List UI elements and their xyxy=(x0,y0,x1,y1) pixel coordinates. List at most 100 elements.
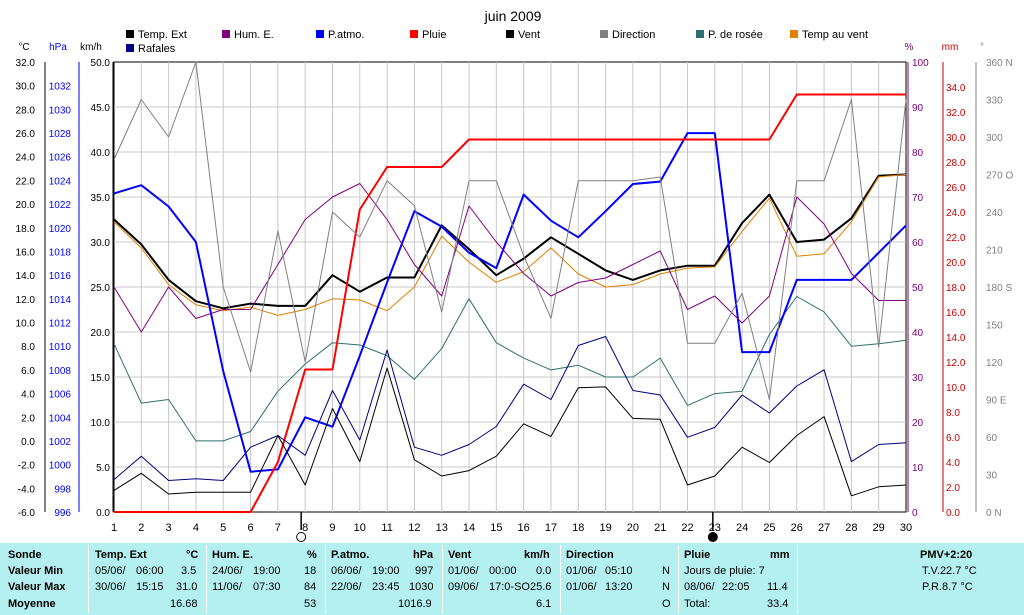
wind-tick-label: 10.0 xyxy=(91,418,111,429)
rain-tick-label: 16.0 xyxy=(946,308,966,319)
x-tick-label: 22 xyxy=(681,522,693,534)
pressure-tick-label: 1032 xyxy=(49,82,72,93)
dir-min-time: 05:10 xyxy=(605,565,633,577)
x-tick-label: 23 xyxy=(709,522,721,534)
wind-unit: km/h xyxy=(524,549,550,561)
x-tick-label: 28 xyxy=(845,522,857,534)
x-tick-label: 5 xyxy=(220,522,226,534)
direction-tick-label: 150 xyxy=(986,321,1003,332)
wind-tick-label: 50.0 xyxy=(91,58,111,69)
dir-min: N xyxy=(662,565,670,577)
temp-tick-label: -6.0 xyxy=(18,508,36,519)
dir-max: N xyxy=(662,581,670,593)
temp-tick-label: 0.0 xyxy=(21,437,35,448)
col-divider xyxy=(206,545,207,613)
x-tick-label: 30 xyxy=(900,522,912,534)
row-label-avg: Moyenne xyxy=(8,598,56,610)
wind-tick-label: 15.0 xyxy=(91,373,111,384)
humidity-tick-label: 90 xyxy=(912,103,924,114)
x-tick-label: 7 xyxy=(275,522,281,534)
press-min-time: 19:00 xyxy=(372,565,400,577)
x-tick-label: 13 xyxy=(436,522,448,534)
legend-label: Temp au vent xyxy=(802,29,868,41)
rain-max: 11.4 xyxy=(767,581,788,593)
temp-tick-label: 28.0 xyxy=(16,105,36,116)
legend-swatch xyxy=(126,44,134,52)
stats-table: Sonde Valeur Min Valeur Max Moyenne Temp… xyxy=(0,543,1024,615)
rain-title: Pluie xyxy=(684,549,711,561)
temp-avg: 16.68 xyxy=(170,598,198,610)
row-label-sonde: Sonde xyxy=(8,549,42,561)
direction-tick-label: 360 N xyxy=(986,58,1013,69)
pressure-tick-label: 998 xyxy=(54,484,71,495)
legend-swatch xyxy=(790,30,798,38)
press-title: P.atmo. xyxy=(331,549,370,561)
humidity-tick-label: 40 xyxy=(912,328,924,339)
col-divider xyxy=(442,545,443,613)
pmv-pr: P.R.8.7 °C xyxy=(922,581,973,593)
legend-swatch xyxy=(410,30,418,38)
dir-max-time: 13:20 xyxy=(605,581,633,593)
rain-tick-label: 14.0 xyxy=(946,333,966,344)
rain-tick-label: 28.0 xyxy=(946,158,966,169)
temp-tick-label: 20.0 xyxy=(16,200,36,211)
x-tick-label: 6 xyxy=(247,522,253,534)
rain-tick-label: 4.0 xyxy=(946,458,960,469)
press-min: 997 xyxy=(415,565,434,577)
temp-tick-label: 2.0 xyxy=(21,413,35,424)
humidity-unit-label: % xyxy=(905,42,914,53)
x-tick-label: 20 xyxy=(627,522,639,534)
temp-tick-label: -2.0 xyxy=(18,461,36,472)
wind-title: Vent xyxy=(448,549,472,561)
humidity-tick-label: 70 xyxy=(912,193,924,204)
legend-label: Hum. E. xyxy=(234,29,274,41)
direction-tick-label: 270 O xyxy=(986,171,1013,182)
pressure-tick-label: 1020 xyxy=(49,224,72,235)
legend-label: Vent xyxy=(518,29,540,41)
col-divider xyxy=(678,545,679,613)
pressure-tick-label: 1002 xyxy=(49,437,72,448)
humidity-tick-label: 60 xyxy=(912,238,924,249)
rain-max-date: 08/06/ xyxy=(684,581,715,593)
x-tick-label: 17 xyxy=(545,522,557,534)
press-min-date: 06/06/ xyxy=(331,565,362,577)
rain-tick-label: 34.0 xyxy=(946,83,966,94)
col-divider xyxy=(797,545,798,613)
wind-unit-label: km/h xyxy=(80,42,102,53)
temp-min: 3.5 xyxy=(181,565,197,577)
legend-label: P.atmo. xyxy=(328,29,365,41)
temp-max-date: 30/06/ xyxy=(95,581,126,593)
legend-swatch xyxy=(126,30,134,38)
rain-tick-label: 12.0 xyxy=(946,358,966,369)
rain-tick-label: 24.0 xyxy=(946,208,966,219)
pressure-tick-label: 1026 xyxy=(49,153,72,164)
x-tick-label: 24 xyxy=(736,522,748,534)
wind-tick-label: 40.0 xyxy=(91,148,111,159)
dir-avg: O xyxy=(662,598,671,610)
moon-new-icon xyxy=(707,532,718,542)
temp-tick-label: 14.0 xyxy=(16,271,36,282)
x-tick-label: 12 xyxy=(408,522,420,534)
x-tick-label: 16 xyxy=(518,522,530,534)
temp-tick-label: 4.0 xyxy=(21,390,35,401)
pressure-tick-label: 1000 xyxy=(49,461,72,472)
temp-tick-label: 8.0 xyxy=(21,342,35,353)
col-divider xyxy=(325,545,326,613)
rain-total-label: Total: xyxy=(684,598,711,610)
temp-unit-label: °C xyxy=(18,42,29,53)
humidity-tick-label: 10 xyxy=(912,463,924,474)
x-tick-label: 26 xyxy=(791,522,803,534)
pressure-tick-label: 1016 xyxy=(49,271,72,282)
humidity-tick-label: 20 xyxy=(912,418,924,429)
wind-tick-label: 0.0 xyxy=(96,508,110,519)
x-tick-label: 3 xyxy=(166,522,172,534)
axis-labels: 32.0 30.0 28.0 26.0 24.0 22.0 20.0 18.0 16.0 14.0… xyxy=(16,42,1014,519)
x-axis: 1 2 3 4 5 6 7 8 9 10 11 12 13 14 15 16 17 18 19 20 21 22 23 24 2… xyxy=(111,512,912,542)
series-line-hum-e- xyxy=(113,183,906,333)
legend-label: Pluie xyxy=(422,29,446,41)
chart-title: juin 2009 xyxy=(484,8,542,24)
series-line-temp-au-vent xyxy=(113,174,907,316)
hum-min-time: 19:00 xyxy=(253,565,281,577)
wind-min-time: 00:00 xyxy=(489,565,517,577)
press-max: 1030 xyxy=(409,581,434,593)
